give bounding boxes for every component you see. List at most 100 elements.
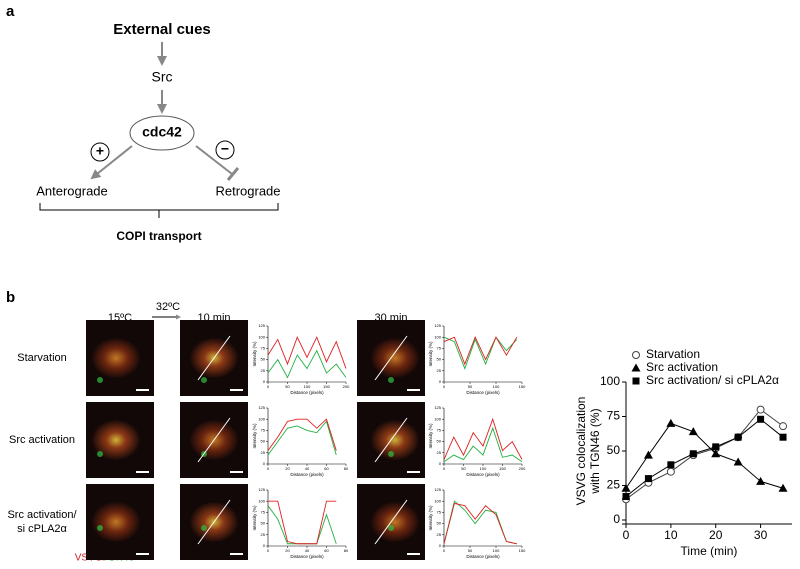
- y-tick-label: 0: [263, 379, 266, 384]
- red-profile: [267, 336, 347, 369]
- y-tick-label: 50: [437, 357, 442, 362]
- series-line: [625, 418, 784, 497]
- bracket: [39, 203, 279, 218]
- y-tick-label: 125: [258, 405, 265, 410]
- node: Retrograde: [215, 183, 280, 198]
- marker: [644, 475, 652, 483]
- x-tick-label: 50: [461, 466, 466, 471]
- sign-text: +: [96, 143, 104, 159]
- panel-label: a: [6, 3, 15, 20]
- axis-label: Intensity (%): [428, 505, 433, 531]
- x-tick-label: 30: [754, 528, 768, 542]
- x-tick-label: 20: [285, 548, 290, 553]
- row-label: Starvation: [17, 352, 67, 364]
- legend-marker: [632, 351, 640, 359]
- x-tick-label: 80: [344, 548, 349, 553]
- axis-label: Intensity (%): [428, 341, 433, 367]
- line-scan: [197, 335, 231, 381]
- x-tick-label: 100: [493, 548, 500, 553]
- y-tick-label: 50: [437, 439, 442, 444]
- x-tick-label: 40: [305, 466, 310, 471]
- x-axis-label: Time (min): [681, 544, 738, 558]
- y-tick-label: 100: [600, 374, 620, 388]
- red-profile: [267, 418, 337, 451]
- x-tick-label: 100: [480, 466, 487, 471]
- y-tick-label: 75: [437, 509, 442, 514]
- y-tick-label: 50: [607, 443, 621, 457]
- axis-label: Distance (pixels): [290, 472, 324, 477]
- cell: [92, 338, 140, 378]
- x-tick-label: 0: [623, 528, 630, 542]
- x-tick-label: 50: [285, 384, 290, 389]
- red-profile: [443, 336, 518, 366]
- x-tick-label: 100: [304, 384, 311, 389]
- y-tick-label: 100: [434, 416, 441, 421]
- y-tick-label: 0: [263, 461, 266, 466]
- line-scan: [197, 417, 231, 463]
- y-tick-label: 100: [258, 334, 265, 339]
- y-tick-label: 25: [437, 532, 442, 537]
- y-tick-label: 75: [261, 427, 266, 432]
- marker: [667, 461, 675, 469]
- y-tick-label: 75: [437, 345, 442, 350]
- red-profile: [443, 417, 523, 460]
- node: cdc42: [142, 124, 182, 140]
- axis-label: Distance (pixels): [466, 472, 500, 477]
- green-spot: [388, 525, 394, 531]
- axis-label: Intensity (%): [252, 423, 257, 449]
- marker: [733, 457, 743, 466]
- marker: [643, 450, 653, 459]
- axis-label: Intensity (%): [252, 341, 257, 367]
- x-tick-label: 20: [285, 466, 290, 471]
- y-tick-label: 25: [437, 368, 442, 373]
- sign: [90, 142, 110, 162]
- node: External cues: [113, 21, 211, 38]
- legend-label: Src activation/ si cPLA2α: [646, 373, 779, 387]
- sign-text: −: [221, 141, 229, 157]
- legend-marker: [631, 363, 641, 372]
- green-profile: [267, 505, 337, 545]
- x-tick-label: 0: [443, 466, 446, 471]
- x-tick-label: 200: [343, 384, 350, 389]
- x-tick-label: 150: [519, 384, 526, 389]
- cell: [92, 502, 140, 542]
- marker: [712, 443, 720, 451]
- x-tick-label: 50: [468, 384, 473, 389]
- marker: [778, 483, 788, 492]
- cell: [371, 420, 419, 460]
- line-scan: [374, 417, 408, 463]
- panel-label: b: [6, 289, 15, 306]
- marker: [622, 493, 630, 501]
- node-ellipse: [129, 115, 195, 151]
- x-tick-label: 150: [323, 384, 330, 389]
- green-profile: [443, 500, 517, 545]
- y-tick-label: 0: [613, 512, 620, 526]
- y-tick-label: 25: [437, 450, 442, 455]
- green-profile: [267, 349, 347, 379]
- inhibit-bar: [226, 167, 240, 181]
- y-tick-label: 100: [434, 498, 441, 503]
- green-spot: [388, 451, 394, 457]
- green-spot: [97, 377, 103, 383]
- axis-label: Distance (pixels): [466, 390, 500, 395]
- axis-label: Distance (pixels): [290, 554, 324, 559]
- arrow: [90, 145, 133, 180]
- marker: [757, 415, 765, 423]
- axis: [443, 490, 522, 547]
- marker: [666, 467, 675, 476]
- green-spot: [97, 451, 103, 457]
- y-tick-label: 0: [263, 543, 266, 548]
- marker: [756, 405, 765, 414]
- y-tick-label: 100: [434, 334, 441, 339]
- row-label: Src activation/si cPLA2α: [7, 509, 77, 535]
- marker: [621, 483, 631, 492]
- cell: [371, 502, 419, 542]
- y-axis-label: VSVG colocalization: [574, 397, 588, 506]
- x-tick-label: 200: [519, 466, 526, 471]
- line-scan: [197, 499, 231, 545]
- x-tick-label: 10: [664, 528, 678, 542]
- inhibit: [195, 145, 233, 175]
- y-tick-label: 75: [261, 345, 266, 350]
- footer: COPI transport: [116, 229, 201, 243]
- y-tick-label: 25: [607, 478, 621, 492]
